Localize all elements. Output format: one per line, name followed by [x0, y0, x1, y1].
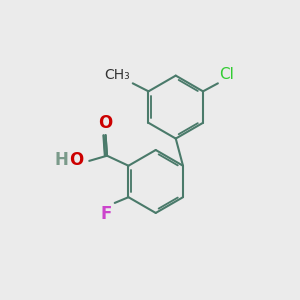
Text: O: O [69, 151, 83, 169]
Text: Cl: Cl [219, 67, 234, 82]
Text: CH₃: CH₃ [105, 68, 130, 82]
Text: H: H [55, 151, 69, 169]
Text: O: O [98, 114, 113, 132]
Text: F: F [100, 205, 112, 223]
